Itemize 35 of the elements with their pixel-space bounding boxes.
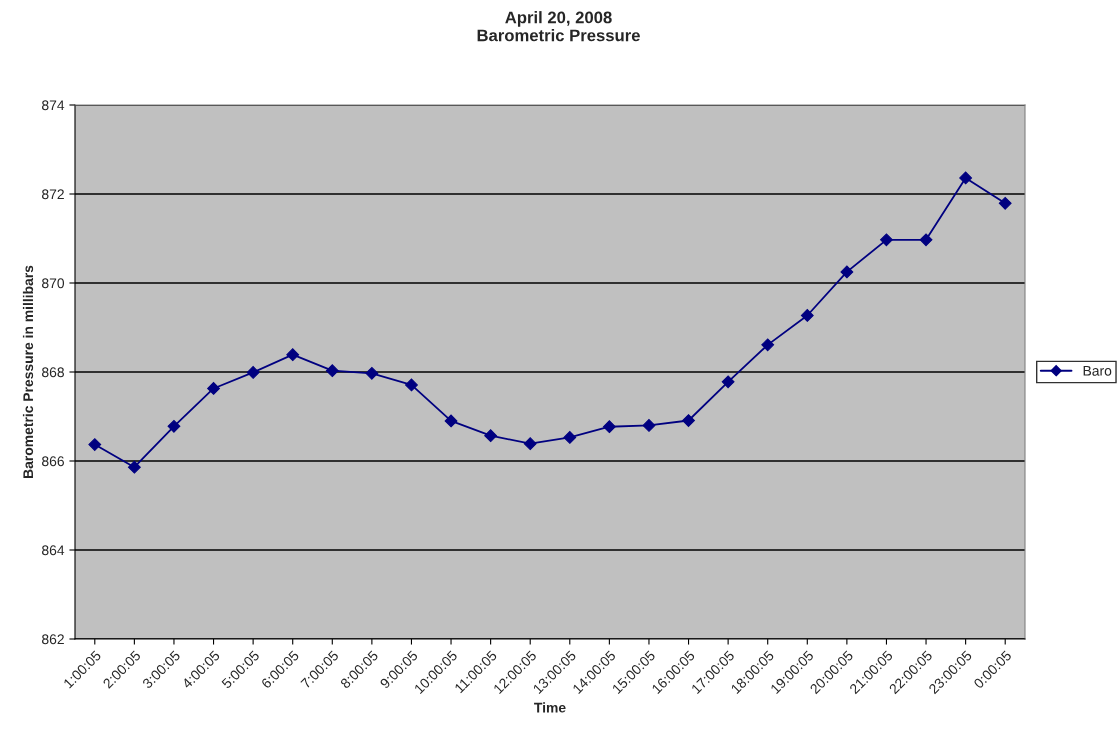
point	[800, 309, 814, 322]
point	[563, 431, 577, 444]
x-axis-title: Time	[534, 702, 566, 713]
point	[365, 366, 379, 380]
y-tick-label: 864	[42, 545, 65, 556]
legend-label: Baro	[1083, 366, 1112, 376]
chart-title: April 20, 2008 Barometric Pressure	[477, 11, 640, 42]
point	[761, 338, 775, 352]
point	[642, 418, 656, 432]
point	[919, 233, 933, 247]
y-tick-label: 868	[42, 367, 64, 378]
point	[405, 378, 418, 392]
point	[602, 420, 616, 434]
point	[484, 429, 498, 443]
point	[682, 414, 695, 427]
point	[721, 375, 735, 389]
point	[880, 233, 893, 247]
point	[88, 438, 102, 451]
y-tick-label: 870	[42, 278, 65, 289]
point	[444, 414, 458, 428]
point	[998, 196, 1012, 210]
point	[840, 265, 854, 279]
point	[246, 366, 260, 379]
y-tick-label: 862	[42, 634, 64, 645]
point	[207, 382, 220, 395]
y-tick-label: 866	[42, 456, 64, 467]
point	[286, 348, 300, 362]
point	[523, 437, 537, 451]
point	[167, 419, 181, 433]
y-tick-label: 874	[42, 100, 65, 111]
point	[127, 460, 141, 474]
y-tick-label: 872	[42, 189, 64, 200]
point	[959, 171, 973, 185]
point	[325, 364, 339, 378]
y-axis-title: Barometric Pressure in millibars	[22, 265, 34, 478]
